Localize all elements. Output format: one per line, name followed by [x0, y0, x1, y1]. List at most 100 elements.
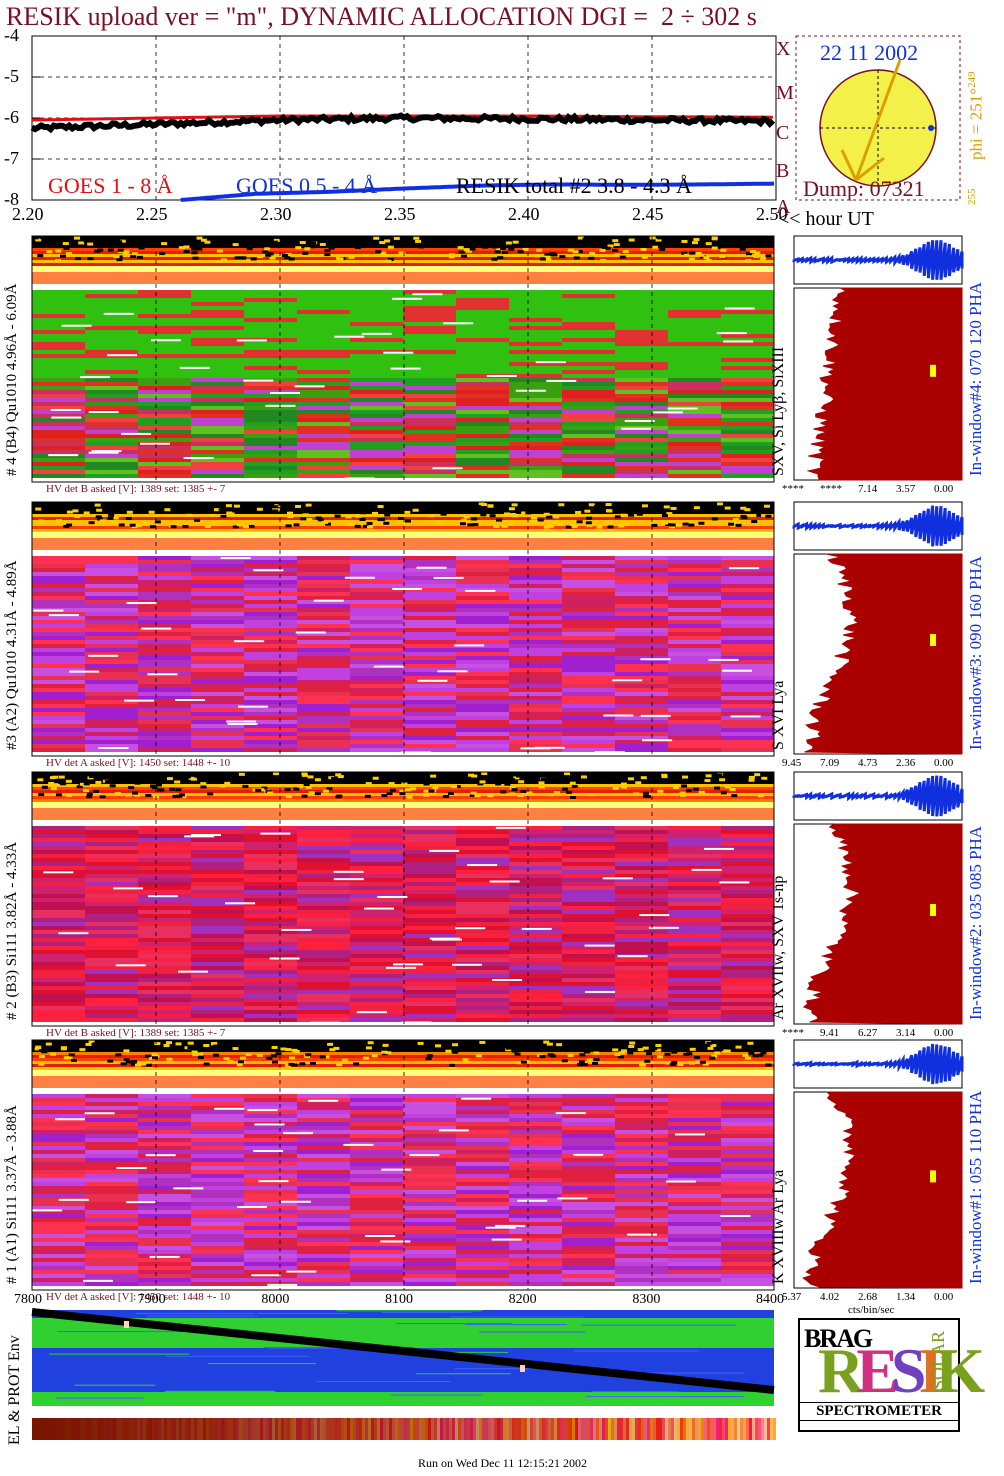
spectrum-tick-2: ****: [782, 1027, 804, 1039]
detector-panel-3: [31, 501, 964, 757]
env-marker-1: [124, 1321, 129, 1328]
spectrum-tick-4: 7.14: [858, 483, 878, 495]
spectrum-marker-3: [930, 634, 936, 646]
spectrum-tick-1: 1.34: [896, 1291, 916, 1303]
sun-letter: C: [776, 122, 790, 144]
spectrum-tick-3: 9.45: [782, 757, 802, 769]
env-x-tick: 8000: [261, 1292, 290, 1307]
window-label-1: In-window#1: 055 110 PHA: [966, 1090, 985, 1284]
spectrum-marker-4: [930, 364, 936, 377]
color-bar: [32, 1418, 776, 1440]
sun-date: 22 11 2002: [820, 40, 919, 65]
sun-arrow-b: [855, 156, 885, 182]
detector-ylabel-3: #3 (A2) Qu1010 4.31Å - 4.89Å: [4, 560, 20, 750]
spectrum-tick-3: 0.00: [934, 757, 954, 769]
detector-ylabel-1: # 1 (A1) Si111 3.37Å - 3.88Å: [4, 1105, 20, 1284]
sun-arrow-a: [840, 149, 858, 181]
x-axis-unit-label: << hour UT: [778, 208, 874, 230]
line-label-2: Ar XVIIw, SXV 1s-np: [770, 875, 787, 1020]
x-tick-label: 2.40: [508, 204, 540, 224]
env-x-tick: 7800: [14, 1292, 42, 1307]
env-x-tick: 8200: [508, 1292, 537, 1307]
line-label-4: SXV, Si Lyβ, SiXIII: [770, 346, 787, 476]
spectrum-tick-4: 3.57: [896, 483, 916, 495]
spectrum-fill-4: [806, 287, 963, 481]
y-tick-label: -6: [4, 107, 19, 127]
spectrum-tick-1: 0.00: [934, 1291, 954, 1303]
spectrum-tick-1: 2.68: [858, 1291, 878, 1303]
y-tick-label: -4: [4, 25, 19, 45]
series-line-2: [30, 111, 776, 134]
series-line-1: [180, 181, 775, 202]
x-tick-label: 2.50: [756, 204, 788, 224]
hist-top-line-2: [792, 775, 964, 817]
x-tick-label: 2.25: [136, 204, 168, 224]
sun-marker: [928, 125, 934, 131]
run-footer: Run on Wed Dec 11 12:15:21 2002: [418, 1456, 588, 1470]
env-band-bottom: [32, 1392, 774, 1406]
detector-ylabel-4: # 4 (B4) Qu1010 4.96Å - 6.09Å: [4, 283, 20, 477]
detector-panel-1: [31, 1039, 964, 1291]
page-title: RESIK upload ver = "m", DYNAMIC ALLOCATI…: [6, 2, 757, 31]
spectrum-marker-1: [930, 1170, 936, 1183]
logo-side-left: BRAG: [804, 1324, 873, 1353]
spectrum-tick-2: 3.14: [896, 1027, 916, 1039]
detector-panel-4: [31, 235, 964, 483]
window-label-4: In-window#4: 070 120 PHA: [966, 281, 985, 476]
x-tick-label: 2.20: [12, 204, 44, 224]
spectrum-fill-2: [802, 823, 963, 1025]
sun-pointer: [854, 59, 902, 181]
env-ylabel: EL & PROT Env: [6, 1335, 23, 1445]
phi-low-label: 255: [966, 188, 978, 206]
logo-side-right: SOLAR: [928, 1330, 948, 1390]
detector-ylabel-2: # 2 (B3) Si111 3.82Å - 4.33Å: [4, 841, 20, 1020]
spectrum-tick-2: 0.00: [934, 1027, 954, 1039]
x-tick-label: 2.45: [632, 204, 664, 224]
spectrum-tick-4: ****: [820, 483, 842, 495]
spectrum-tick-3: 2.36: [896, 757, 916, 769]
legend-goes-long: GOES 1 - 8 Å: [48, 173, 173, 198]
y-tick-label: -5: [4, 66, 19, 86]
sun-letter: A: [776, 196, 791, 218]
env-x-tick: 7900: [137, 1292, 166, 1307]
env-x-tick: 8300: [632, 1292, 661, 1307]
sun-letter: M: [776, 82, 794, 104]
x-tick-label: 2.30: [260, 204, 292, 224]
phi-label: phi = 251°249: [966, 71, 986, 160]
sun-letter: B: [776, 160, 790, 182]
hist-top-line-3: [792, 505, 964, 547]
window-label-3: In-window#3: 090 160 PHA: [966, 555, 985, 750]
legend-goes-short: GOES 0.5 - 4 Å: [236, 173, 378, 198]
resik-logo: BRAG RESIK SOLAR SPECTROMETER: [798, 1318, 985, 1432]
spectrum-tick-1: 5.37: [782, 1291, 802, 1303]
hv-label-2: HV det B asked [V]: 1389 set: 1385 +- 7: [46, 1027, 226, 1039]
spectrum-tick-4: 0.00: [934, 483, 954, 495]
spectrum-tick-1: 4.02: [820, 1291, 840, 1303]
x-tick-label: 2.35: [384, 204, 416, 224]
hv-label-4: HV det B asked [V]: 1389 set: 1385 +- 7: [46, 483, 226, 495]
sun-letter: X: [776, 38, 791, 60]
env-trend-line: [31, 1308, 775, 1394]
env-marker-2: [520, 1365, 525, 1372]
logo-subtitle: SPECTROMETER: [800, 1402, 958, 1421]
hist-top-line-4: [792, 240, 964, 280]
spectrum-tick-2: 6.27: [858, 1027, 878, 1039]
dump-label: Dump: 07321: [803, 176, 925, 201]
line-label-3: S XVI Lya: [770, 680, 787, 750]
spectrum-fill-1: [802, 1091, 963, 1289]
window-label-2: In-window#2: 035 085 PHA: [966, 825, 985, 1020]
hv-label-3: HV det A asked [V]: 1450 set: 1448 +- 10: [46, 757, 231, 769]
spectrum-tick-3: 7.09: [820, 757, 840, 769]
legend-resik: RESIK total #2 3.8 - 4.3 Å: [456, 173, 692, 198]
env-x-tick: 8100: [385, 1292, 413, 1307]
spectrum-tick-3: 4.73: [858, 757, 878, 769]
detector-panel-2: [31, 771, 964, 1027]
spectrum-unit-label: cts/bin/sec: [848, 1304, 895, 1316]
logo-word: RESIK: [818, 1335, 985, 1406]
y-tick-label: -7: [4, 148, 19, 168]
line-label-1: K XVIIIw Ar Lya: [770, 1169, 787, 1284]
hv-label-1: HV det A asked [V]: 1450 set: 1448 +- 10: [46, 1291, 231, 1303]
spectrum-marker-2: [930, 904, 936, 916]
spectrum-fill-3: [804, 553, 963, 755]
